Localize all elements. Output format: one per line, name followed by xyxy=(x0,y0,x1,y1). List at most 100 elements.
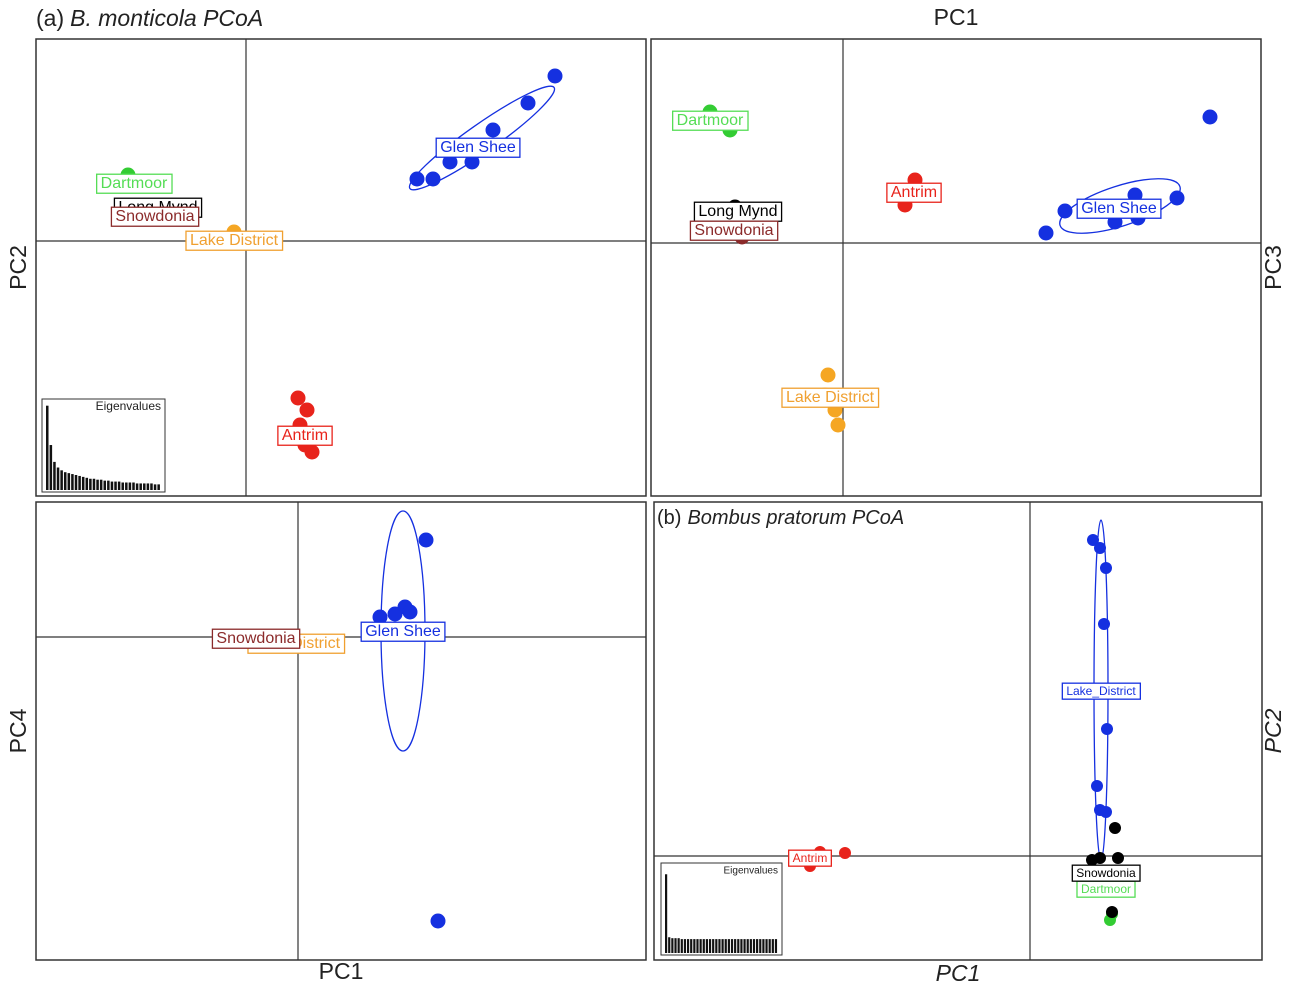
eigen-bar xyxy=(668,937,671,953)
title-text: Bombus pratorum PCoA xyxy=(687,507,904,529)
point xyxy=(485,122,501,138)
eigen-bar xyxy=(693,939,696,953)
point xyxy=(299,402,315,418)
eigen-bar xyxy=(749,939,752,953)
eigen-bar xyxy=(715,939,718,953)
label-box xyxy=(435,137,521,158)
group-label: Glen Shee xyxy=(365,623,441,640)
eigen-bar xyxy=(718,939,721,953)
label-box xyxy=(672,110,749,131)
eigen-bar xyxy=(135,483,139,490)
eigen-bar xyxy=(117,481,121,490)
group-label: Lake District xyxy=(786,389,875,406)
eigen-bar xyxy=(92,478,96,490)
group-label: Lake District xyxy=(190,232,279,249)
eigen-bar xyxy=(756,939,759,953)
label-box xyxy=(360,621,446,642)
eigen-bar xyxy=(752,939,756,953)
point xyxy=(1109,822,1121,834)
y-axis-label: PC2 xyxy=(5,245,31,290)
point xyxy=(1091,780,1103,792)
eigen-bar xyxy=(153,484,157,490)
group-label: Dartmoor xyxy=(677,112,744,129)
group-label: Snowdonia xyxy=(694,222,773,239)
y-axis-label: PC2 xyxy=(1260,708,1286,753)
eigen-bar xyxy=(78,475,81,490)
label-box xyxy=(886,182,942,203)
point xyxy=(418,532,434,548)
group-label: Glen Shee xyxy=(1081,200,1157,217)
point xyxy=(402,604,418,620)
label-box xyxy=(689,220,779,241)
point xyxy=(1087,534,1099,546)
x-axis-label: PC1 xyxy=(936,960,981,986)
point xyxy=(820,367,836,383)
eigen-bar xyxy=(46,405,49,490)
label-box xyxy=(96,173,173,194)
eigen-bar xyxy=(677,938,680,953)
plot-frame xyxy=(653,501,1263,961)
eigen-bar xyxy=(699,939,702,953)
point xyxy=(1038,225,1054,241)
eigen-bar xyxy=(683,939,687,953)
eigen-bar xyxy=(680,939,683,953)
eigen-bar xyxy=(146,483,150,490)
group-label: Dartmoor xyxy=(1081,882,1131,896)
eigen-bar xyxy=(746,939,749,953)
group-label: Antrim xyxy=(891,184,937,201)
group-label: Glen Shee xyxy=(440,139,516,156)
y-axis-label: PC4 xyxy=(5,708,31,753)
panel-title: (b) Bombus pratorum PCoA xyxy=(657,507,904,529)
point xyxy=(1094,542,1106,554)
panel-label: (b) xyxy=(657,507,681,529)
point xyxy=(409,171,425,187)
eigen-bar xyxy=(759,939,762,953)
point xyxy=(1100,806,1112,818)
point xyxy=(372,609,388,625)
eigen-bar xyxy=(730,939,734,953)
label-box xyxy=(277,425,333,446)
point xyxy=(1169,190,1185,206)
plot-frame xyxy=(35,501,647,961)
group-label: Snowdonia xyxy=(1076,866,1136,880)
point xyxy=(442,154,458,170)
plot-frame xyxy=(650,38,1262,497)
eigen-bar xyxy=(103,480,107,490)
eigen-bar xyxy=(690,939,693,953)
point xyxy=(290,390,306,406)
eigen-bar xyxy=(724,939,727,953)
group-label: Antrim xyxy=(282,427,328,444)
eigen-bar xyxy=(49,445,53,490)
group-ellipse xyxy=(1059,178,1181,234)
eigen-bar xyxy=(702,939,705,953)
eigen-bar xyxy=(737,939,740,953)
group-label: Long Mynd xyxy=(698,203,777,220)
eigen-bar xyxy=(125,482,128,490)
eigen-bar xyxy=(99,479,103,490)
eigen-bar xyxy=(712,939,715,953)
group-label: Lake_District xyxy=(1066,684,1136,698)
eigen-bar xyxy=(771,939,774,953)
x-axis-label: PC1 xyxy=(319,958,364,984)
label-box xyxy=(110,206,200,227)
eigen-bar xyxy=(53,461,56,490)
plot-frame xyxy=(35,38,647,497)
eigen-bar xyxy=(157,484,160,490)
point xyxy=(1100,562,1112,574)
eigen-bar xyxy=(63,472,67,490)
label-box xyxy=(1061,682,1141,700)
point xyxy=(425,171,441,187)
eigen-title: Eigenvalues xyxy=(96,399,161,413)
label-box xyxy=(185,230,284,251)
point xyxy=(1101,723,1113,735)
eigen-bar xyxy=(81,476,85,490)
point xyxy=(1057,203,1073,219)
x-axis-label: PC1 xyxy=(934,4,979,30)
panel: Eigenvalues Lake_District Antrim Dartmoor Sn… xyxy=(653,501,1263,961)
panel-title: (a) B. monticola PCoA xyxy=(36,5,263,31)
eigen-bar xyxy=(56,467,60,490)
eigen-bar xyxy=(71,474,74,490)
eigen-bar xyxy=(708,939,712,953)
